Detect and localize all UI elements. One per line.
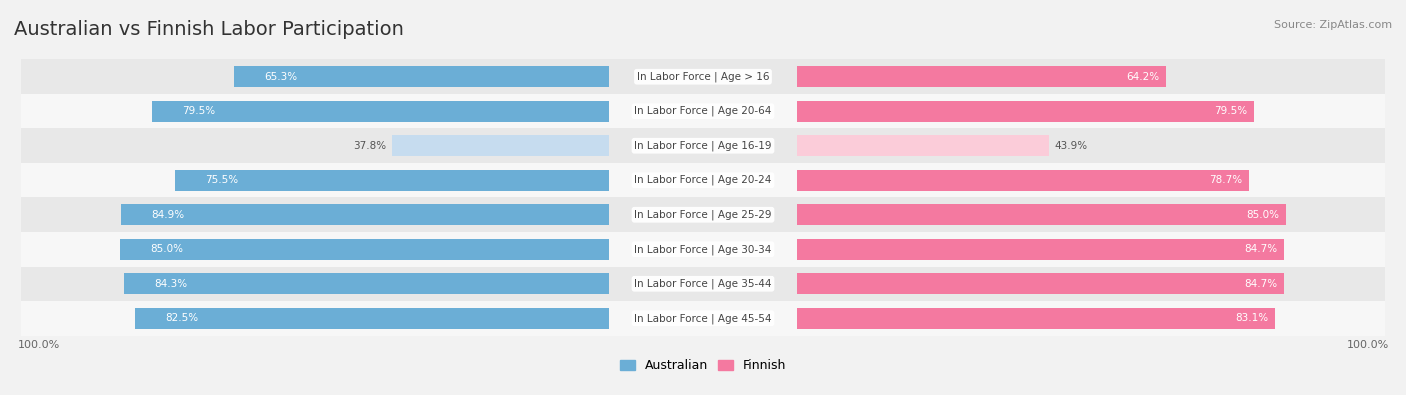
Text: 79.5%: 79.5% — [183, 106, 215, 116]
Text: 82.5%: 82.5% — [165, 313, 198, 323]
Bar — [797, 204, 1285, 226]
Bar — [176, 169, 609, 191]
Bar — [121, 239, 609, 260]
Text: 84.9%: 84.9% — [150, 210, 184, 220]
Text: 85.0%: 85.0% — [1246, 210, 1279, 220]
Bar — [797, 135, 1049, 156]
Text: In Labor Force | Age 35-44: In Labor Force | Age 35-44 — [634, 278, 772, 289]
Text: 84.7%: 84.7% — [1244, 279, 1277, 289]
Text: 78.7%: 78.7% — [1209, 175, 1243, 185]
Text: 75.5%: 75.5% — [205, 175, 238, 185]
Text: 84.3%: 84.3% — [155, 279, 187, 289]
Text: 43.9%: 43.9% — [1054, 141, 1088, 151]
Bar — [21, 60, 1385, 94]
Text: In Labor Force | Age 20-64: In Labor Force | Age 20-64 — [634, 106, 772, 117]
Text: Australian vs Finnish Labor Participation: Australian vs Finnish Labor Participatio… — [14, 20, 404, 39]
Text: 85.0%: 85.0% — [150, 244, 184, 254]
Text: 83.1%: 83.1% — [1234, 313, 1268, 323]
Bar — [797, 169, 1250, 191]
Text: In Labor Force | Age 20-24: In Labor Force | Age 20-24 — [634, 175, 772, 186]
Bar — [392, 135, 609, 156]
Bar — [135, 308, 609, 329]
Legend: Australian, Finnish: Australian, Finnish — [614, 354, 792, 377]
Text: 79.5%: 79.5% — [1215, 106, 1247, 116]
Bar — [797, 101, 1254, 122]
Bar — [21, 267, 1385, 301]
Bar — [797, 66, 1166, 87]
Bar — [121, 204, 609, 226]
Text: 84.7%: 84.7% — [1244, 244, 1277, 254]
Bar — [797, 308, 1275, 329]
Text: In Labor Force | Age 25-29: In Labor Force | Age 25-29 — [634, 209, 772, 220]
Bar — [21, 232, 1385, 267]
Bar — [21, 163, 1385, 198]
Text: Source: ZipAtlas.com: Source: ZipAtlas.com — [1274, 20, 1392, 30]
Bar — [797, 239, 1284, 260]
Text: In Labor Force | Age 45-54: In Labor Force | Age 45-54 — [634, 313, 772, 324]
Bar — [233, 66, 609, 87]
Bar — [21, 94, 1385, 128]
Text: In Labor Force | Age > 16: In Labor Force | Age > 16 — [637, 71, 769, 82]
Text: In Labor Force | Age 30-34: In Labor Force | Age 30-34 — [634, 244, 772, 254]
Text: 37.8%: 37.8% — [353, 141, 387, 151]
Text: In Labor Force | Age 16-19: In Labor Force | Age 16-19 — [634, 141, 772, 151]
Bar — [797, 273, 1284, 294]
Text: 100.0%: 100.0% — [1347, 340, 1389, 350]
Bar — [21, 198, 1385, 232]
Text: 65.3%: 65.3% — [264, 72, 297, 82]
Bar — [21, 301, 1385, 335]
Text: 64.2%: 64.2% — [1126, 72, 1160, 82]
Bar — [152, 101, 609, 122]
Bar — [125, 273, 609, 294]
Text: 100.0%: 100.0% — [17, 340, 59, 350]
Bar — [21, 128, 1385, 163]
